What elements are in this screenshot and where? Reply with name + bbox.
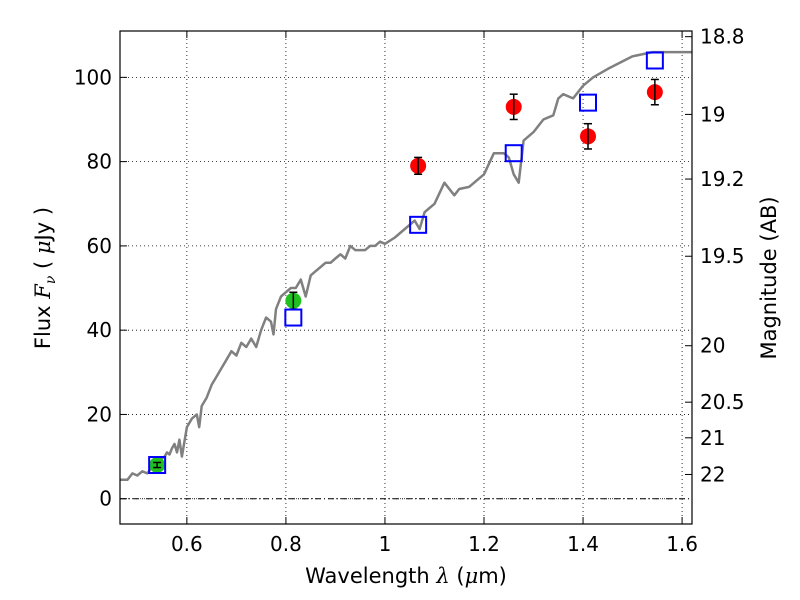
y-tick-label: 80 [87,150,112,174]
magnitude-tick-label: 19.5 [700,244,745,268]
magnitude-tick-label: 19.2 [700,167,745,191]
magnitude-tick-label: 22 [700,462,725,486]
tick-layer: 0.6 0.8 1 1.2 1.4 1.6 0 20 40 60 80 100 18.8 19 19.2 19… [74,25,745,556]
model-photometry-point [284,308,303,327]
magnitude-tick-label: 21 [700,426,725,450]
x-tick-label: 1.2 [468,532,500,556]
x-tick-label: 0.8 [270,532,302,556]
x-tick-label: 1.6 [666,532,698,556]
model-spectrum-line [120,50,692,482]
series-layer [120,50,692,482]
model-photometry-point [504,144,523,163]
magnitude-tick-label: 18.8 [700,25,745,49]
grid [120,31,692,524]
y-axis-label: Flux Fν ( μJy ) [31,207,59,349]
magnitude-tick-label: 20.5 [700,390,745,414]
model-photometry-point [645,51,664,70]
y-tick-label: 100 [74,65,112,89]
x-axis-label: Wavelength λ (μm) [305,564,507,588]
model-photometry-point [579,93,597,112]
y-tick-label: 40 [87,318,112,342]
right-axis-label: Magnitude (AB) [757,196,781,359]
plot-frame [119,30,693,525]
x-tick-label: 0.6 [171,532,203,556]
magnitude-tick-label: 20 [700,334,725,358]
y-tick-label: 60 [87,234,112,258]
x-tick-label: 1 [379,532,392,556]
y-tick-label: 0 [99,487,112,511]
y-tick-label: 20 [87,402,112,426]
plot-background [120,31,692,524]
x-tick-label: 1.4 [567,532,599,556]
magnitude-tick-label: 19 [700,102,725,126]
model-photometry-point [148,456,167,475]
model-photometry-point [409,215,428,234]
